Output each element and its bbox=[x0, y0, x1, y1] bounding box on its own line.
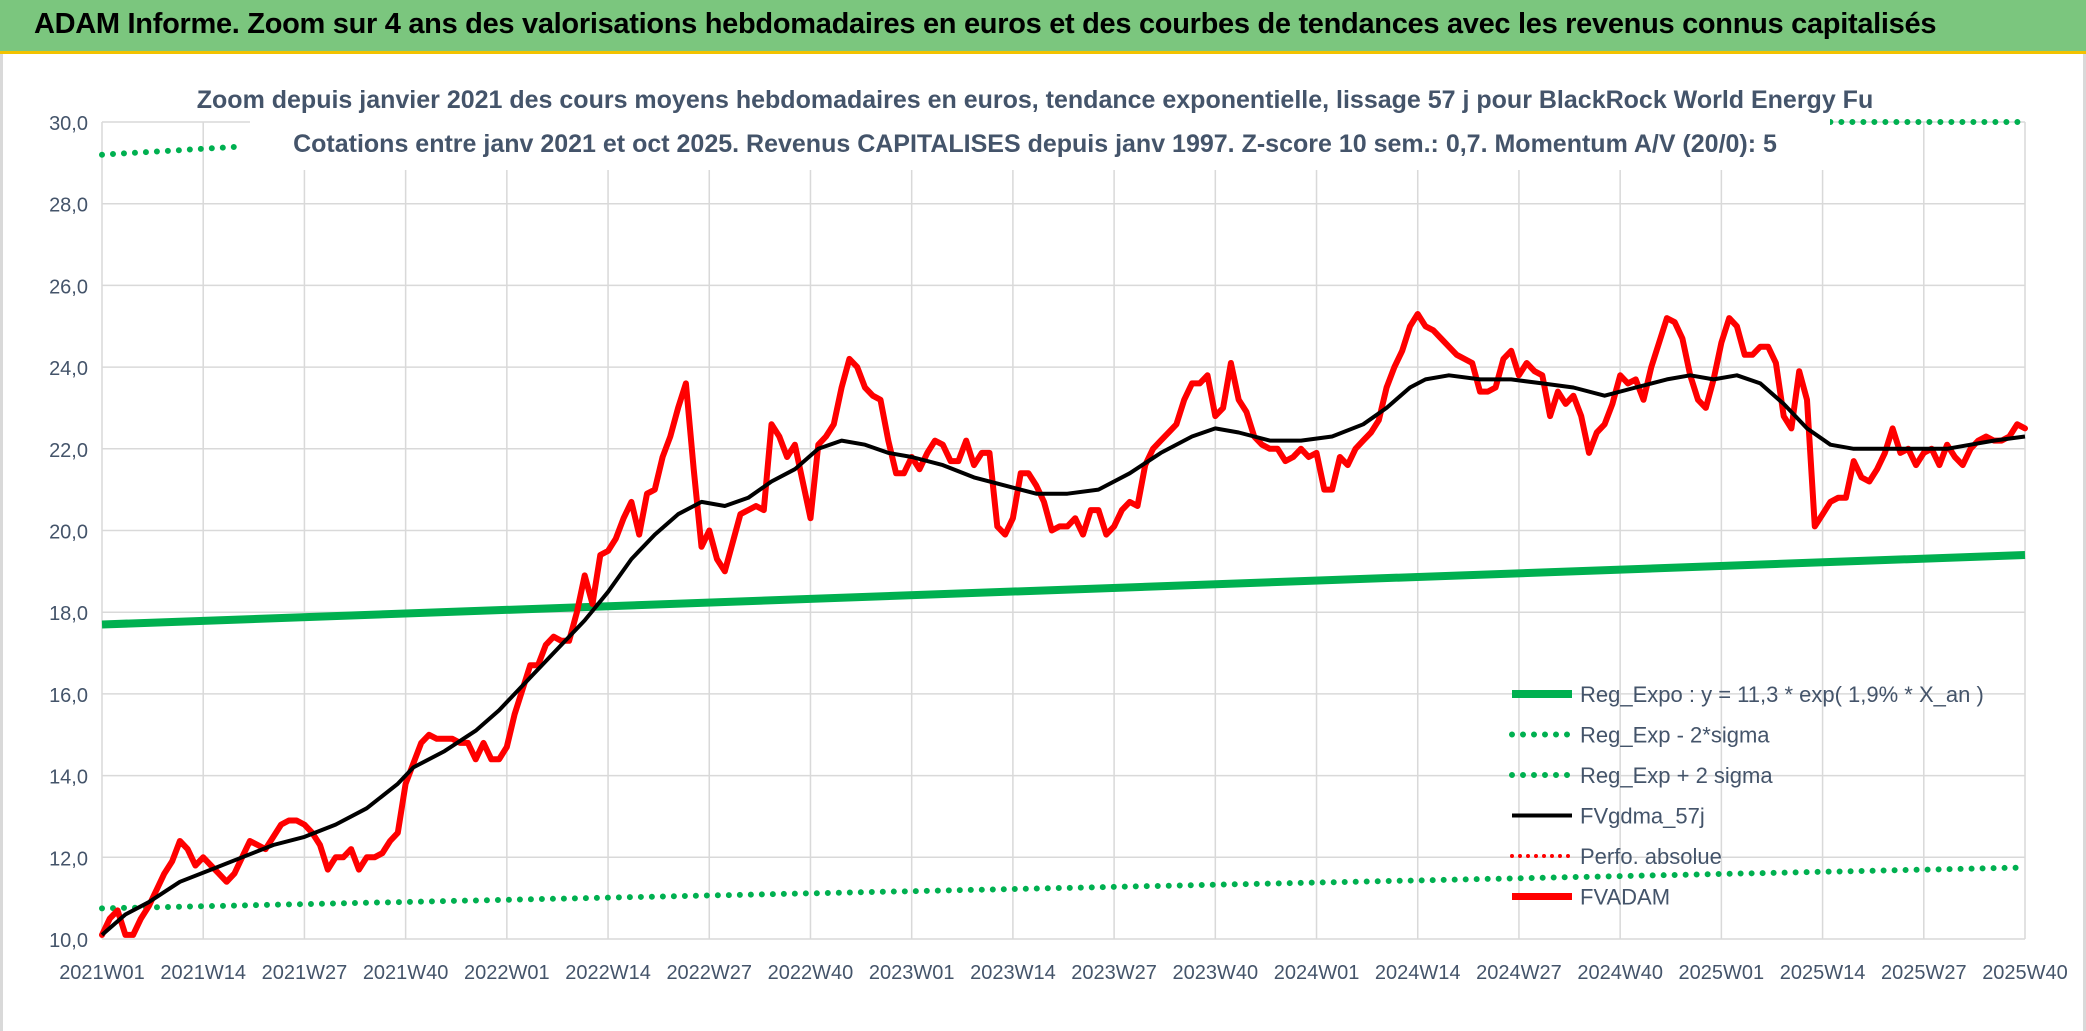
legend-label: FVgdma_57j bbox=[1580, 804, 1705, 829]
chart-title-line-1: Zoom depuis janvier 2021 des cours moyen… bbox=[197, 86, 1873, 114]
y-tick-label: 14,0 bbox=[49, 767, 88, 789]
x-tick-label: 2023W14 bbox=[970, 962, 1056, 984]
y-tick-label: 22,0 bbox=[49, 440, 88, 462]
x-tick-label: 2021W14 bbox=[160, 962, 246, 984]
legend-label: Perfo. absolue bbox=[1580, 844, 1722, 869]
y-tick-label: 18,0 bbox=[49, 603, 88, 625]
legend-label: Reg_Exp - 2*sigma bbox=[1580, 723, 1770, 748]
y-tick-label: 24,0 bbox=[49, 358, 88, 380]
x-tick-label: 2023W27 bbox=[1071, 962, 1157, 984]
chart-title-box bbox=[250, 78, 1830, 170]
x-tick-label: 2022W40 bbox=[768, 962, 854, 984]
x-tick-label: 2024W14 bbox=[1375, 962, 1461, 984]
x-tick-label: 2022W14 bbox=[565, 962, 651, 984]
x-tick-label: 2023W01 bbox=[869, 962, 955, 984]
x-tick-label: 2025W14 bbox=[1780, 962, 1866, 984]
x-tick-label: 2024W27 bbox=[1476, 962, 1562, 984]
y-tick-label: 30,0 bbox=[49, 113, 88, 135]
y-tick-label: 10,0 bbox=[49, 930, 88, 952]
legend-label: Reg_Exp + 2 sigma bbox=[1580, 763, 1773, 788]
x-tick-label: 2024W01 bbox=[1274, 962, 1360, 984]
series-reg-exp-2-sigma bbox=[99, 864, 2028, 912]
series-fvadam bbox=[99, 311, 2028, 938]
legend-label: Reg_Expo : y = 11,3 * exp( 1,9% * X_an ) bbox=[1580, 682, 1984, 707]
series-reg-exp-2-sigma bbox=[99, 143, 246, 158]
y-tick-label: 12,0 bbox=[49, 848, 88, 870]
chart-frame bbox=[0, 54, 2086, 1031]
x-tick-label: 2022W01 bbox=[464, 962, 550, 984]
x-tick-label: 2021W40 bbox=[363, 962, 449, 984]
x-tick-label: 2021W01 bbox=[59, 962, 145, 984]
page-title: ADAM Informe. Zoom sur 4 ans des valoris… bbox=[34, 8, 1937, 40]
y-tick-label: 20,0 bbox=[49, 522, 88, 544]
y-tick-label: 16,0 bbox=[49, 685, 88, 707]
x-tick-label: 2025W27 bbox=[1881, 962, 1967, 984]
y-tick-label: 28,0 bbox=[49, 195, 88, 217]
series-reg-expo bbox=[101, 551, 2026, 629]
y-tick-label: 26,0 bbox=[49, 276, 88, 298]
x-tick-label: 2021W27 bbox=[262, 962, 348, 984]
x-tick-label: 2024W40 bbox=[1577, 962, 1663, 984]
x-tick-label: 2025W01 bbox=[1679, 962, 1765, 984]
x-tick-label: 2022W27 bbox=[666, 962, 752, 984]
x-tick-label: 2025W40 bbox=[1982, 962, 2068, 984]
header-bar: ADAM Informe. Zoom sur 4 ans des valoris… bbox=[0, 0, 2086, 54]
series-fvgdma-57j bbox=[100, 373, 2026, 937]
chart-subtitle-line-2: Cotations entre janv 2021 et oct 2025. R… bbox=[293, 130, 1777, 158]
legend-label: FVADAM bbox=[1580, 885, 1670, 910]
x-tick-label: 2023W40 bbox=[1173, 962, 1259, 984]
